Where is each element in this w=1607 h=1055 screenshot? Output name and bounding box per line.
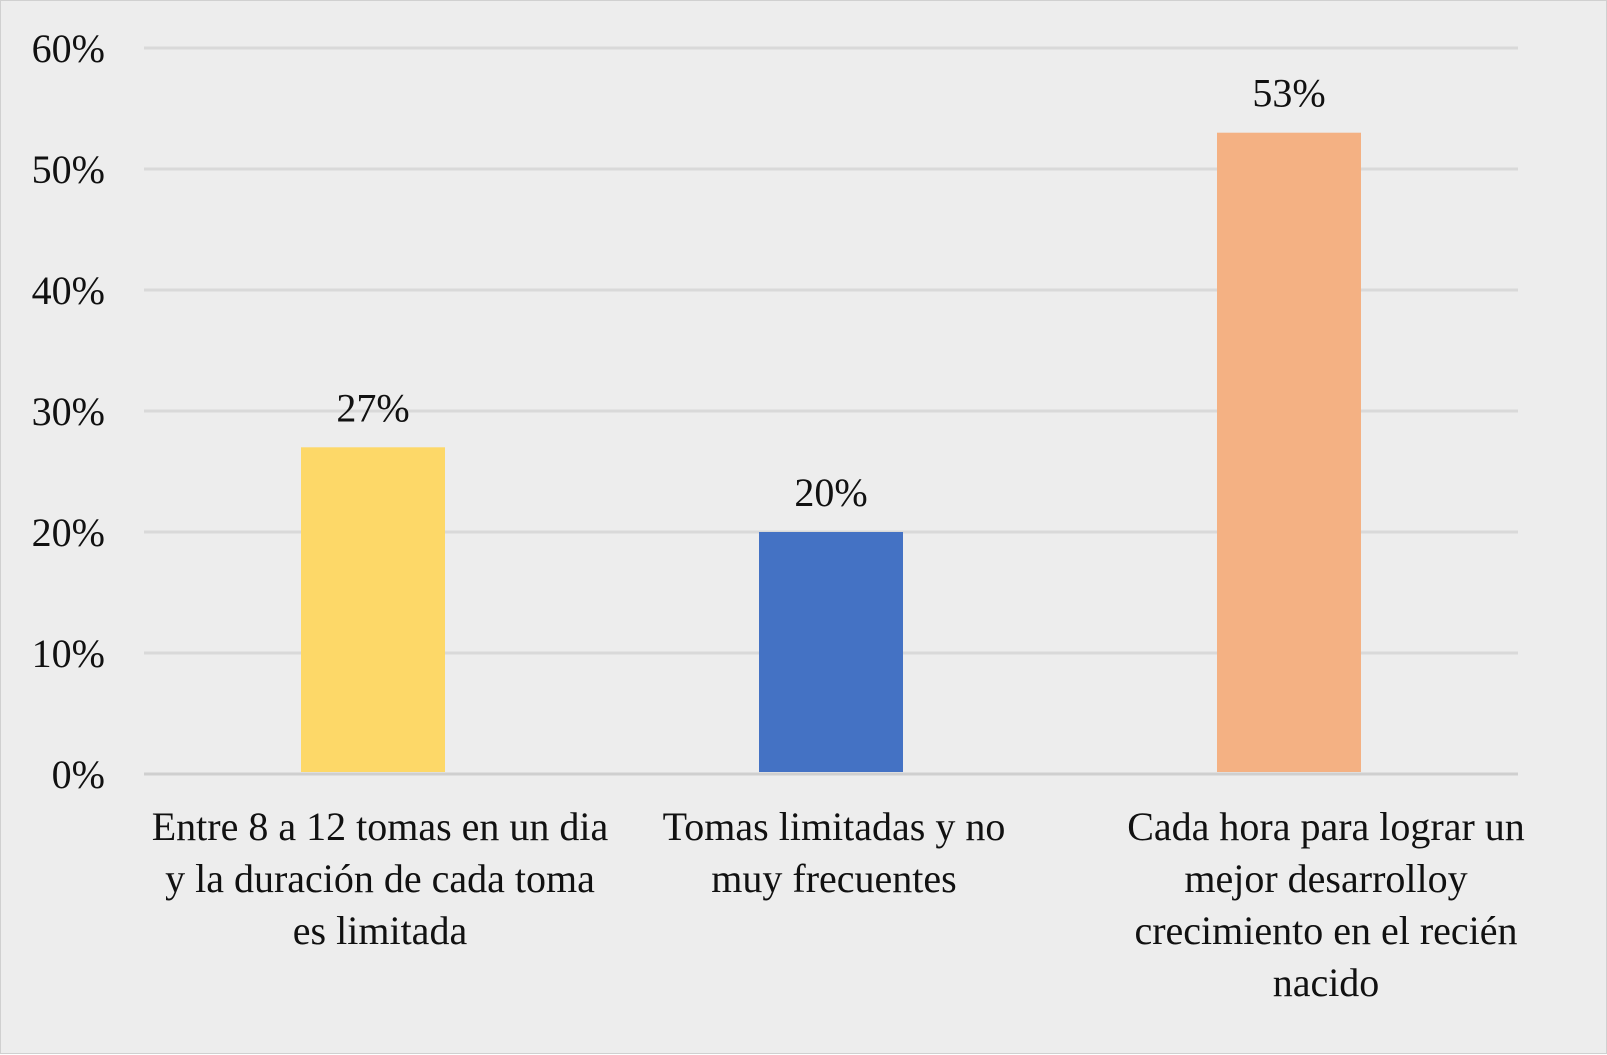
y-tick-label: 60% [32,26,105,71]
category-label-3: Cada hora para lograr un mejor desarroll… [1127,804,1525,1005]
data-label-2: 20% [794,470,867,515]
y-tick-label: 40% [32,268,105,313]
bars [301,132,1361,772]
category-label-1: Entre 8 a 12 tomas en un dia y la duraci… [151,804,609,953]
data-label-1: 27% [336,385,409,430]
y-tick-label: 50% [32,147,105,192]
y-axis-ticks: 0% 10% 20% 30% 40% 50% 60% [32,26,105,797]
y-tick-label: 30% [32,389,105,434]
y-tick-label: 20% [32,510,105,555]
data-label-3: 53% [1252,71,1325,116]
y-tick-label: 10% [32,631,105,676]
bar-3 [1217,132,1361,772]
y-tick-label: 0% [52,752,105,797]
bar-2 [759,532,903,772]
data-labels: 27% 20% 53% [336,71,1325,515]
category-label-2: Tomas limitadas y no muy frecuentes [662,804,1006,901]
bar-1 [301,447,445,772]
